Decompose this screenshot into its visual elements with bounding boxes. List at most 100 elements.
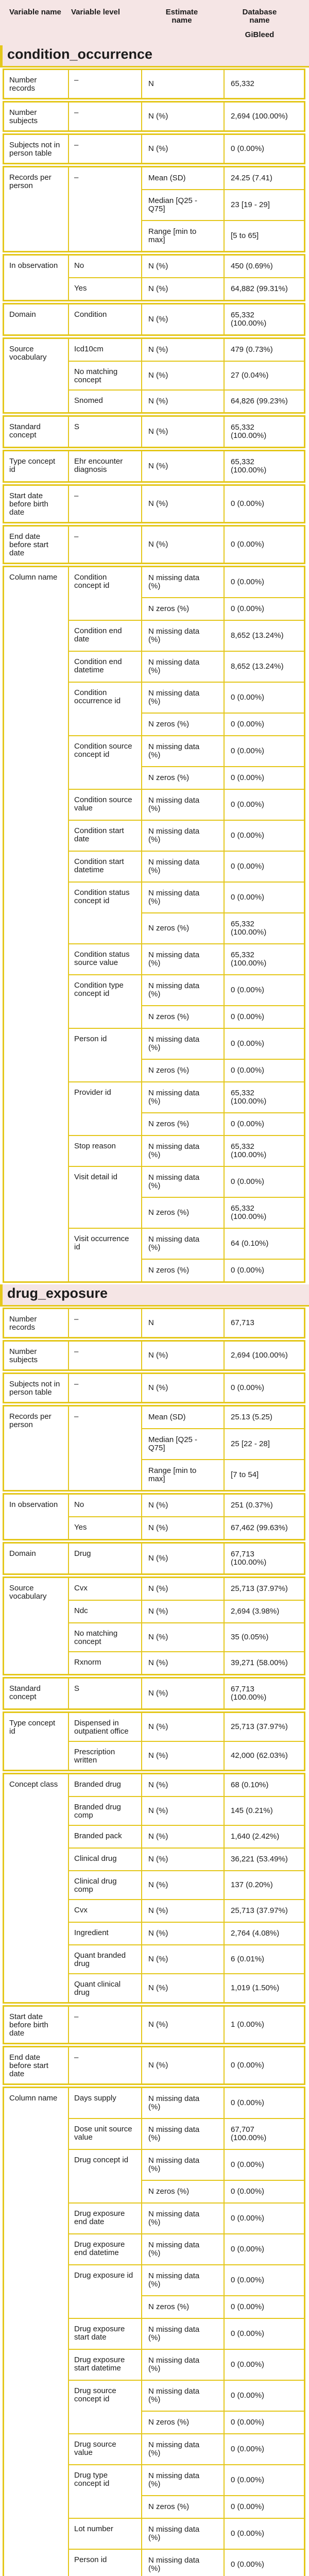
- value-cell: 145 (0.21%): [231, 1806, 273, 1815]
- estimate-rows: N (%) 0 (0.00%): [142, 135, 304, 163]
- estimate-rows: N missing data (%) 65,332 (100.00%): [142, 1136, 304, 1166]
- estimate-rows: N (%) 1,640 (2.42%): [142, 1826, 304, 1848]
- estimate-name-cell: N (%): [142, 527, 225, 563]
- estimate-rows: N missing data (%) 0 (0.00%): [142, 821, 304, 851]
- table-row: N missing data (%) 0 (0.00%): [142, 567, 304, 597]
- variable-name-cell: Column name: [4, 567, 69, 1281]
- table-row: N missing data (%) 0 (0.00%): [142, 2265, 304, 2295]
- variable-level-cell: –: [69, 103, 142, 130]
- estimate-name-cell: N missing data (%): [142, 1082, 225, 1112]
- value-cell: 0 (0.00%): [231, 2245, 265, 2253]
- level-block: Drug type concept id N missing data (%) 0 …: [69, 2464, 304, 2518]
- variable-level-cell: Branded pack: [69, 1826, 142, 1848]
- table-header: Variable name Variable level Estimate na…: [0, 0, 309, 45]
- estimate-rows: N (%) 0 (0.00%): [142, 486, 304, 522]
- estimate-name-cell: N missing data (%): [142, 2265, 225, 2295]
- estimate-name-cell: N missing data (%): [142, 2319, 225, 2349]
- value-cell: 8,652 (13.24%): [231, 631, 284, 640]
- estimate-rows: N missing data (%)0 (0.00%)N zeros (%)0 …: [142, 2265, 304, 2318]
- estimate-rows: Mean (SD) 24.25 (7.41) Median [Q25 - Q75] 2…: [142, 167, 304, 251]
- table-row: N missing data (%) 0 (0.00%): [142, 2204, 304, 2233]
- variable-level-cell: –: [69, 527, 142, 563]
- estimate-rows: N missing data (%)0 (0.00%)N zeros (%)0 …: [142, 2550, 304, 2576]
- level-block: – N 65,332: [69, 70, 304, 98]
- variable-level-cell: No matching concept: [69, 362, 142, 389]
- value-cell: 64 (0.10%): [231, 1239, 269, 1248]
- variable-name-cell: Type concept id: [4, 1713, 69, 1770]
- variable-level-cell: Quant branded drug: [69, 1945, 142, 1973]
- estimate-rows: N missing data (%) 0 (0.00%): [142, 2434, 304, 2464]
- estimate-name-cell: N missing data (%): [142, 2234, 225, 2264]
- value-cell: 42,000 (62.03%): [231, 1751, 288, 1760]
- variable-level-cell: Drug type concept id: [69, 2465, 142, 2518]
- value-cell: 0 (0.00%): [231, 2187, 265, 2196]
- level-block: Condition start datetime N missing data (…: [69, 851, 304, 882]
- value-cell: 0 (0.00%): [231, 1383, 265, 1392]
- table-row: N missing data (%) 0 (0.00%): [142, 2350, 304, 2380]
- value-cell: 36,221 (53.49%): [231, 1855, 288, 1863]
- variable-name-cell: Subjects not in person table: [4, 1374, 69, 1402]
- level-block: Condition source value N missing data (%)…: [69, 789, 304, 820]
- level-list: – Mean (SD) 25.13 (5.25) Median [Q25 - Q75]…: [69, 1406, 304, 1490]
- level-block: Condition status source value N missing d…: [69, 943, 304, 974]
- header-estimate-name: Estimate name: [165, 8, 198, 25]
- table-row: N missing data (%) 0 (0.00%): [142, 2550, 304, 2576]
- table-row-group: Number subjects – N (%) 2,694 (100.00%): [3, 1340, 305, 1371]
- value-cell: 25,713 (37.97%): [231, 1906, 288, 1915]
- estimate-name-cell: Mean (SD): [142, 1406, 225, 1428]
- estimate-name-cell: N (%): [142, 278, 225, 300]
- table-row: N (%) 0 (0.00%): [142, 486, 304, 522]
- variable-name-cell: End date before start date: [4, 2047, 69, 2083]
- section-title: condition_occurrence: [7, 46, 153, 62]
- variable-level-cell: Cvx: [69, 1900, 142, 1922]
- table-row-group: Column name Condition concept id N missing…: [3, 566, 305, 1283]
- variable-level-cell: –: [69, 2007, 142, 2043]
- table-row: N (%) 2,694 (100.00%): [142, 1342, 304, 1369]
- table-row: N missing data (%) 0 (0.00%): [142, 790, 304, 820]
- value-cell: 0 (0.00%): [231, 2214, 265, 2223]
- level-list: Branded drug N (%) 68 (0.10%) Branded drug …: [69, 1774, 304, 2002]
- variable-level-cell: Yes: [69, 1517, 142, 1539]
- estimate-name-cell: N (%): [142, 417, 225, 447]
- estimate-name-cell: N (%): [142, 1742, 225, 1770]
- value-cell: 65,332 (100.00%): [231, 311, 267, 328]
- table-row: N zeros (%) 0 (0.00%): [142, 766, 304, 789]
- estimate-rows: N (%) 35 (0.05%): [142, 1623, 304, 1651]
- estimate-name-cell: N missing data (%): [142, 2434, 225, 2464]
- table-row: N zeros (%) 0 (0.00%): [142, 1112, 304, 1135]
- estimate-name-cell: N (%): [142, 1849, 225, 1870]
- table-row: Median [Q25 - Q75] 25 [22 - 28]: [142, 1428, 304, 1459]
- estimate-name-cell: N missing data (%): [142, 2088, 225, 2118]
- estimate-name-cell: N (%): [142, 1713, 225, 1741]
- table-row: N (%) 25,713 (37.97%): [142, 1900, 304, 1922]
- estimate-name-cell: N missing data (%): [142, 567, 225, 597]
- variable-level-cell: –: [69, 486, 142, 522]
- estimate-name-cell: N (%): [142, 1774, 225, 1796]
- table-row: N missing data (%) 0 (0.00%): [142, 2088, 304, 2118]
- value-cell: 67,713 (100.00%): [231, 1685, 267, 1702]
- table-row: N (%) 0 (0.00%): [142, 1374, 304, 1402]
- variable-level-cell: Drug exposure start datetime: [69, 2350, 142, 2380]
- value-cell: 0 (0.00%): [231, 1012, 265, 1021]
- level-block: Dispensed in outpatient office N (%) 25,71…: [69, 1713, 304, 1741]
- level-list: – N (%) 0 (0.00%): [69, 486, 304, 522]
- estimate-name-cell: N (%): [142, 362, 225, 389]
- level-block: Cvx N (%) 25,713 (37.97%): [69, 1578, 304, 1600]
- level-block: – N (%) 1 (0.00%): [69, 2007, 304, 2043]
- table-row: N missing data (%) 0 (0.00%): [142, 2150, 304, 2180]
- value-cell: 65,332: [231, 79, 254, 88]
- level-block: – N (%) 0 (0.00%): [69, 2047, 304, 2083]
- level-block: Condition status concept id N missing dat…: [69, 882, 304, 943]
- estimate-rows: N missing data (%) 0 (0.00%) N zeros (%) 65…: [142, 1167, 304, 1228]
- table-row: N zeros (%) 65,332 (100.00%): [142, 1197, 304, 1228]
- value-cell: 25.13 (5.25): [231, 1413, 272, 1421]
- table-row: N missing data (%) 8,652 (13.24%): [142, 621, 304, 651]
- level-block: No N (%) 251 (0.37%): [69, 1495, 304, 1516]
- variable-level-cell: Branded drug: [69, 1774, 142, 1796]
- estimate-name-cell: N zeros (%): [142, 714, 225, 735]
- table-row-group: Records per person – Mean (SD) 24.25 (7.41)…: [3, 166, 305, 252]
- level-list: – N (%) 0 (0.00%): [69, 135, 304, 163]
- estimate-name-cell: N missing data (%): [142, 736, 225, 766]
- table-row-group: Domain Drug N (%) 67,713 (100.00%): [3, 1542, 305, 1575]
- value-cell: 67,713: [231, 1318, 254, 1327]
